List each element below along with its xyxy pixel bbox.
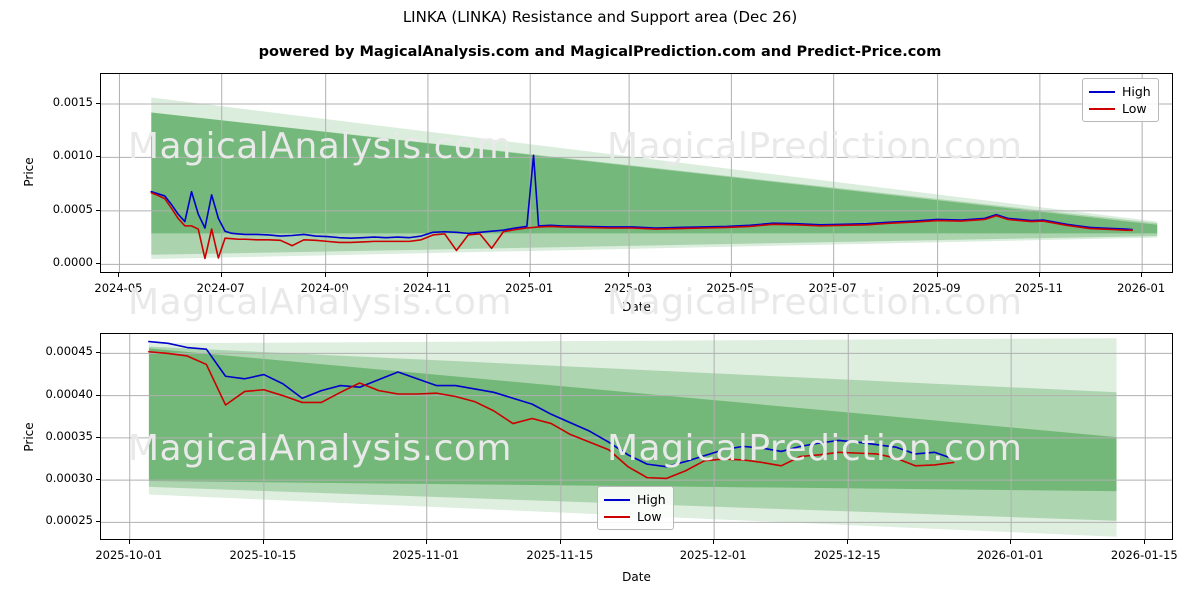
zoom-y-tick-label: 0.00035 (45, 428, 93, 443)
overview-x-tick-label: 2025-07 (808, 281, 857, 295)
overview-x-tick-label: 2024-11 (402, 281, 451, 295)
overview-plot-area (100, 73, 1173, 273)
overview-x-tick-label: 2025-05 (706, 281, 755, 295)
overview-y-tick-mark (96, 102, 100, 104)
overview-x-tick-mark (936, 273, 938, 277)
overview-band-outer (151, 97, 1158, 260)
overview-legend-item[interactable]: High (1089, 83, 1151, 100)
zoom-y-tick-label: 0.00045 (45, 344, 93, 359)
zoom-legend-item[interactable]: Low (604, 508, 666, 525)
zoom-x-tick-label: 2025-12-15 (813, 548, 881, 562)
legend-line-icon (604, 498, 630, 501)
zoom-x-tick-label: 2025-12-01 (679, 548, 747, 562)
zoom-y-tick-label: 0.00030 (45, 471, 93, 486)
zoom-x-tick-label: 2025-11-15 (526, 548, 594, 562)
overview-y-tick-label: 0.0010 (52, 148, 93, 163)
zoom-x-tick-mark (128, 540, 130, 544)
overview-band-inner (151, 112, 1158, 234)
page-subtitle: powered by MagicalAnalysis.com and Magic… (258, 44, 942, 60)
overview-legend: High Low (1082, 78, 1159, 122)
zoom-x-tick-label: 2026-01-01 (976, 548, 1044, 562)
zoom-y-tick-mark (96, 479, 100, 481)
legend-line-icon (1089, 107, 1115, 110)
overview-legend-item[interactable]: Low (1089, 100, 1151, 117)
overview-x-tick-mark (1141, 273, 1143, 277)
overview-x-tick-label: 2026-01 (1117, 281, 1166, 295)
zoom-y-tick-label: 0.00025 (45, 513, 93, 528)
zoom-x-tick-mark (1144, 540, 1146, 544)
zoom-x-axis-title: Date (622, 570, 651, 584)
zoom-y-tick-mark (96, 436, 100, 438)
zoom-legend: High Low (597, 486, 674, 530)
overview-legend-label: High (1122, 84, 1151, 99)
overview-y-tick-mark (96, 263, 100, 265)
zoom-band-inner (148, 348, 1117, 492)
overview-y-tick-mark (96, 209, 100, 211)
overview-x-tick-label: 2025-01 (505, 281, 554, 295)
overview-x-tick-mark (426, 273, 428, 277)
overview-x-tick-label: 2024-07 (196, 281, 245, 295)
overview-x-axis-title: Date (622, 300, 651, 314)
zoom-series-high (148, 340, 955, 468)
zoom-y-tick-label: 0.00040 (45, 386, 93, 401)
overview-x-tick-label: 2024-05 (94, 281, 143, 295)
overview-y-tick-label: 0.0015 (52, 94, 93, 109)
overview-series-low (150, 191, 1133, 260)
zoom-y-tick-mark (96, 521, 100, 523)
overview-y-tick-label: 0.0000 (52, 255, 93, 270)
zoom-x-tick-mark (847, 540, 849, 544)
zoom-x-tick-mark (262, 540, 264, 544)
page-title: LINKA (LINKA) Resistance and Support are… (402, 8, 798, 26)
zoom-series-low (148, 350, 955, 480)
zoom-chart-panel: Price Date High Low 0.00025 0.00030 0.00035… (0, 320, 1200, 600)
zoom-x-tick-label: 2025-11-01 (392, 548, 460, 562)
overview-x-tick-label: 2024-09 (300, 281, 349, 295)
legend-line-icon (604, 515, 630, 518)
overview-x-tick-label: 2025-09 (912, 281, 961, 295)
overview-x-tick-mark (628, 273, 630, 277)
overview-x-tick-mark (324, 273, 326, 277)
zoom-x-tick-mark (1010, 540, 1012, 544)
zoom-x-tick-mark (559, 540, 561, 544)
overview-series-high (150, 154, 1133, 239)
overview-x-tick-mark (832, 273, 834, 277)
zoom-legend-label: Low (637, 509, 662, 524)
overview-x-tick-mark (730, 273, 732, 277)
zoom-y-tick-mark (96, 352, 100, 354)
overview-legend-label: Low (1122, 101, 1147, 116)
zoom-x-tick-label: 2025-10-01 (95, 548, 163, 562)
zoom-x-tick-label: 2026-01-15 (1110, 548, 1178, 562)
zoom-x-tick-mark (713, 540, 715, 544)
overview-chart-panel: Price Date High Low 0.0000 0.0005 0.0010 0.0… (22, 73, 1173, 314)
overview-x-tick-mark (1038, 273, 1040, 277)
overview-x-tick-mark (529, 273, 531, 277)
legend-line-icon (1089, 90, 1115, 93)
overview-band-mid (151, 112, 1158, 255)
overview-y-tick-mark (96, 156, 100, 158)
zoom-y-tick-mark (96, 394, 100, 396)
overview-x-tick-mark (118, 273, 120, 277)
zoom-x-tick-label: 2025-10-15 (229, 548, 297, 562)
zoom-x-tick-mark (425, 540, 427, 544)
overview-x-tick-mark (220, 273, 222, 277)
overview-x-tick-label: 2025-03 (604, 281, 653, 295)
overview-x-tick-label: 2025-11 (1014, 281, 1063, 295)
overview-y-tick-label: 0.0005 (52, 201, 93, 216)
zoom-legend-label: High (637, 492, 666, 507)
zoom-legend-item[interactable]: High (604, 491, 666, 508)
